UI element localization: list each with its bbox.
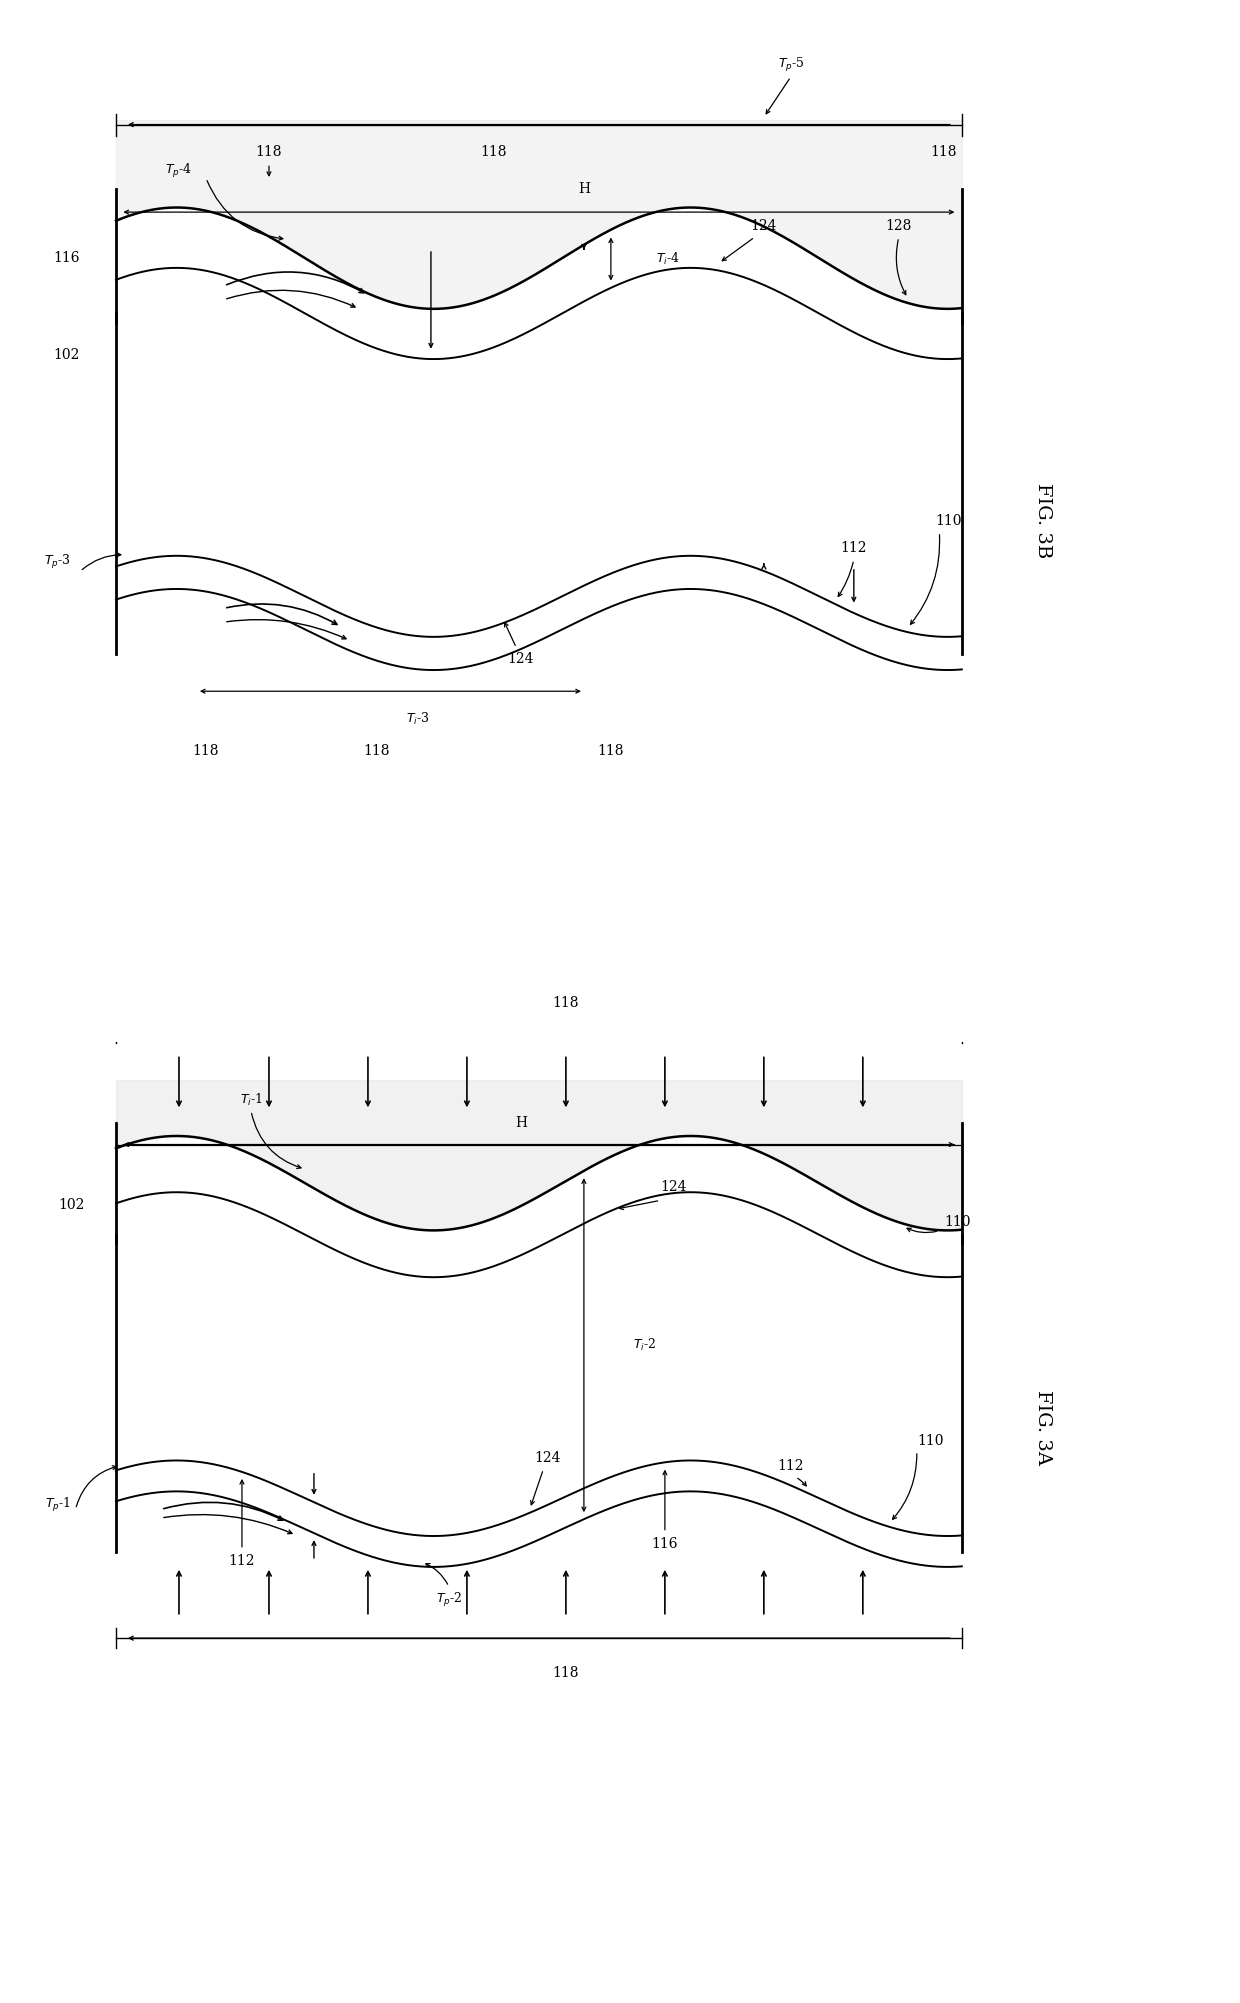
- Text: 118: 118: [192, 745, 219, 757]
- Text: 112: 112: [228, 1554, 255, 1568]
- Text: 128: 128: [885, 218, 913, 232]
- Text: 124: 124: [507, 653, 534, 665]
- Text: $T_{i}$-1: $T_{i}$-1: [239, 1092, 263, 1108]
- Text: 124: 124: [661, 1180, 687, 1194]
- Text: $T_{p}$-1: $T_{p}$-1: [45, 1496, 71, 1514]
- Text: H: H: [578, 182, 590, 196]
- Text: 112: 112: [841, 541, 867, 555]
- Text: $T_{i}$-4: $T_{i}$-4: [656, 250, 680, 266]
- Text: 102: 102: [58, 1198, 84, 1212]
- Text: H: H: [515, 1116, 527, 1130]
- Text: FIG. 3B: FIG. 3B: [1034, 483, 1052, 559]
- Text: 102: 102: [53, 349, 81, 363]
- Text: $T_{i}$-2: $T_{i}$-2: [634, 1338, 657, 1354]
- Text: 116: 116: [53, 250, 81, 264]
- Text: 110: 110: [916, 1434, 944, 1448]
- Text: $T_{p}$-3: $T_{p}$-3: [45, 553, 71, 571]
- Text: FIG. 3A: FIG. 3A: [1034, 1390, 1052, 1466]
- Text: 110: 110: [944, 1216, 971, 1230]
- Text: 124: 124: [534, 1450, 562, 1464]
- Text: $T_{p}$-5: $T_{p}$-5: [777, 56, 805, 74]
- Text: 118: 118: [553, 1666, 579, 1679]
- Text: $T_{p}$-4: $T_{p}$-4: [165, 162, 192, 180]
- Text: 118: 118: [481, 146, 507, 158]
- Text: 118: 118: [553, 995, 579, 1010]
- Text: 118: 118: [930, 146, 957, 158]
- Text: 118: 118: [363, 745, 391, 757]
- Text: 124: 124: [750, 218, 777, 232]
- Text: 118: 118: [598, 745, 624, 757]
- Text: 112: 112: [777, 1460, 804, 1474]
- Text: 118: 118: [255, 146, 283, 158]
- Text: 110: 110: [935, 515, 961, 527]
- Text: $T_{i}$-3: $T_{i}$-3: [405, 711, 429, 727]
- Text: $T_{p}$-2: $T_{p}$-2: [435, 1590, 463, 1608]
- Text: 116: 116: [652, 1536, 678, 1550]
